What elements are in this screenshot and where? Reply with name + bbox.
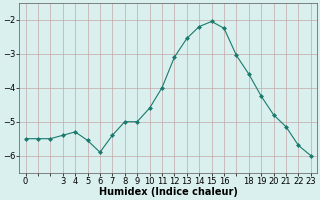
X-axis label: Humidex (Indice chaleur): Humidex (Indice chaleur) bbox=[99, 187, 238, 197]
